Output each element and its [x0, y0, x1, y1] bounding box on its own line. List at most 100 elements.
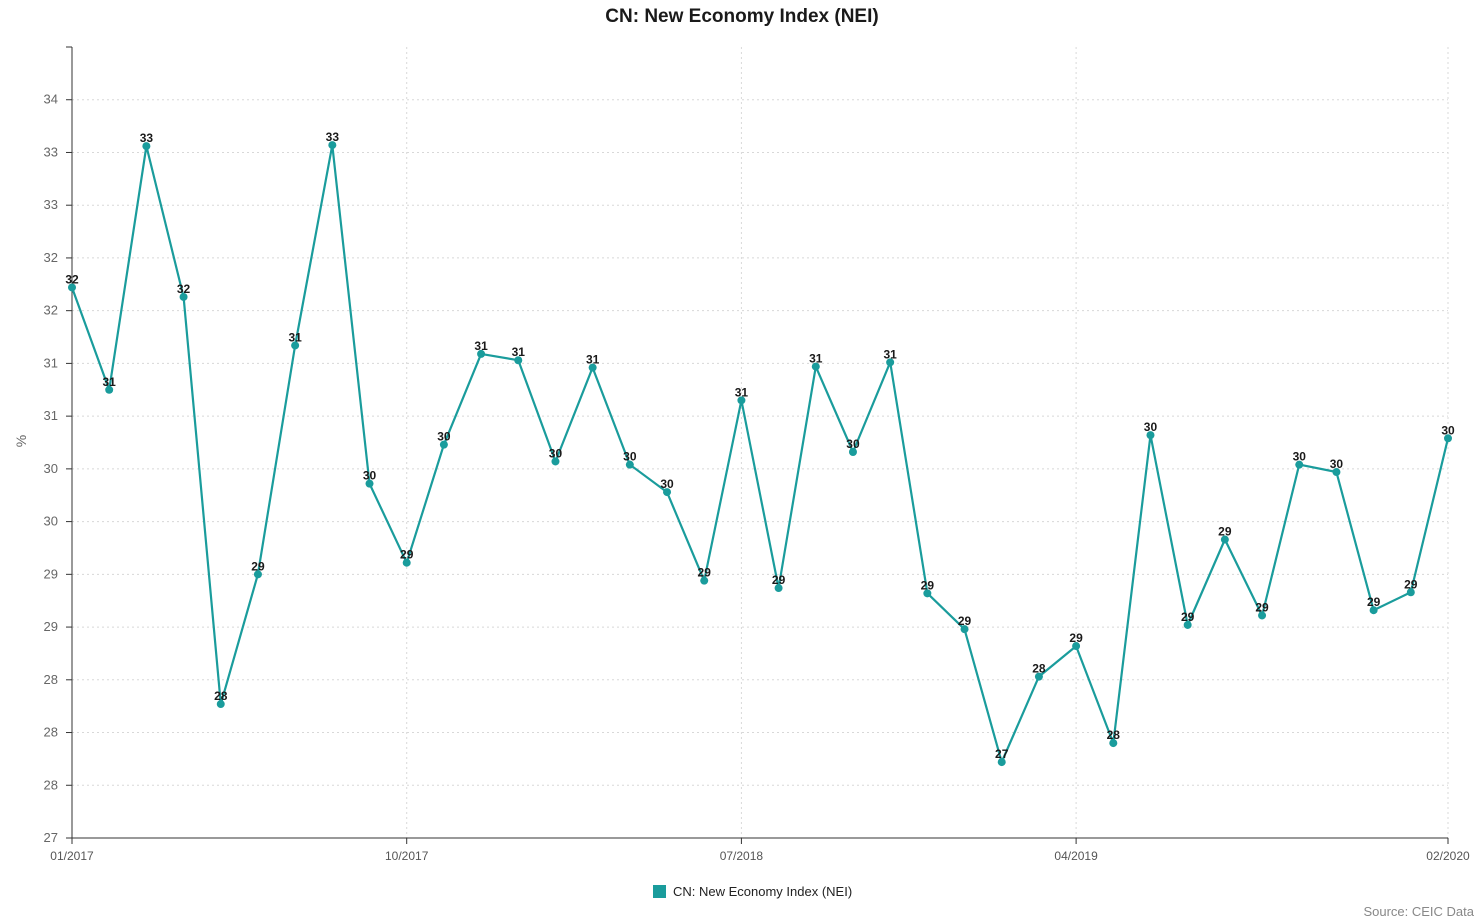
- data-label: 29: [921, 578, 935, 592]
- data-label: 29: [251, 559, 265, 573]
- data-label: 32: [177, 282, 191, 296]
- data-label: 29: [1404, 577, 1418, 591]
- data-point: [1332, 468, 1341, 477]
- data-point: [886, 358, 895, 367]
- data-point: [1406, 588, 1415, 597]
- data-label: 31: [809, 352, 823, 366]
- chart-title: CN: New Economy Index (NEI): [605, 6, 878, 27]
- legend-swatch: [653, 885, 666, 898]
- data-point: [848, 447, 857, 456]
- data-label: 30: [1441, 423, 1455, 437]
- axes: 27 28 28 28 29 29 30 30 31 31 32 32 33 33 34 01/2017 10/…: [44, 46, 1470, 863]
- x-tick-label: 10/2017: [385, 849, 429, 863]
- data-point: [253, 570, 262, 579]
- data-label: 30: [1144, 420, 1158, 434]
- data-point: [1146, 431, 1155, 440]
- data-point: [1109, 739, 1118, 748]
- data-point: [700, 576, 709, 585]
- x-tick-label: 01/2017: [50, 849, 94, 863]
- data-label: 27: [995, 747, 1009, 761]
- data-point: [514, 356, 523, 365]
- y-tick-label: 28: [44, 672, 58, 687]
- data-label: 28: [1032, 662, 1046, 676]
- data-point: [105, 385, 114, 394]
- data-label: 30: [1330, 457, 1344, 471]
- data-label: 31: [474, 339, 488, 353]
- y-tick-label: 31: [44, 408, 58, 423]
- y-tick-label: 29: [44, 566, 58, 581]
- data-point: [663, 488, 672, 497]
- data-point: [179, 292, 188, 301]
- data-point: [1034, 672, 1043, 681]
- series: [68, 141, 1452, 767]
- data-labels: 32 31 33 32 28 29 31 33 30 29 30 31 31 30 31 30 30 29 31 29…: [65, 130, 1455, 761]
- data-label: 31: [512, 345, 526, 359]
- y-tick-label: 31: [44, 355, 58, 370]
- x-tick-label: 02/2020: [1426, 849, 1470, 863]
- data-point: [997, 758, 1006, 767]
- data-point: [328, 141, 337, 150]
- data-label: 29: [1069, 631, 1083, 645]
- x-tick-label: 04/2019: [1054, 849, 1098, 863]
- data-point: [365, 479, 374, 488]
- data-point: [1183, 620, 1192, 629]
- data-label: 29: [772, 573, 786, 587]
- data-label: 32: [65, 272, 79, 286]
- x-tick-label: 07/2018: [720, 849, 764, 863]
- data-point: [1369, 606, 1378, 615]
- data-point: [291, 341, 300, 350]
- data-label: 31: [288, 330, 302, 344]
- data-label: 29: [400, 548, 414, 562]
- data-label: 29: [958, 614, 972, 628]
- data-label: 31: [586, 353, 600, 367]
- y-tick-label: 34: [44, 92, 58, 107]
- data-point: [439, 440, 448, 449]
- data-point: [1258, 611, 1267, 620]
- legend[interactable]: CN: New Economy Index (NEI): [653, 884, 852, 899]
- data-label: 31: [735, 385, 749, 399]
- data-label: 28: [1107, 728, 1121, 742]
- data-label: 33: [140, 131, 154, 145]
- legend-label: CN: New Economy Index (NEI): [673, 884, 852, 899]
- y-tick-label: 33: [44, 144, 58, 159]
- data-label: 30: [623, 450, 637, 464]
- data-label: 30: [549, 446, 563, 460]
- data-label: 29: [1181, 610, 1195, 624]
- data-point: [402, 558, 411, 567]
- source-note: Source: CEIC Data: [1363, 904, 1474, 919]
- data-label: 31: [103, 375, 117, 389]
- data-point: [811, 362, 820, 371]
- data-label: 29: [1367, 595, 1381, 609]
- data-point: [1220, 535, 1229, 544]
- data-point: [923, 589, 932, 598]
- y-tick-label: 33: [44, 197, 58, 212]
- data-label: 29: [698, 566, 712, 580]
- data-label: 29: [1255, 600, 1269, 614]
- data-point: [477, 349, 486, 358]
- series-line: [70, 144, 1450, 764]
- data-label: 30: [363, 469, 377, 483]
- y-axis-label: %: [13, 435, 29, 447]
- data-point: [625, 460, 634, 469]
- data-label: 30: [1293, 450, 1307, 464]
- data-point: [1072, 642, 1081, 651]
- data-point: [774, 584, 783, 593]
- data-point: [142, 142, 151, 151]
- y-tick-label: 30: [44, 514, 58, 529]
- y-tick-label: 28: [44, 777, 58, 792]
- data-point: [1295, 460, 1304, 469]
- y-tick-label: 32: [44, 303, 58, 318]
- data-point: [68, 283, 76, 292]
- data-point: [551, 457, 560, 466]
- data-point: [216, 700, 225, 709]
- data-label: 30: [846, 437, 860, 451]
- y-tick-label: 29: [44, 619, 58, 634]
- y-tick-label: 27: [44, 830, 58, 845]
- data-label: 28: [214, 689, 228, 703]
- y-tick-label: 32: [44, 250, 58, 265]
- data-label: 30: [437, 430, 451, 444]
- data-point: [737, 396, 746, 405]
- data-label: 33: [326, 130, 340, 144]
- y-tick-label: 30: [44, 461, 58, 476]
